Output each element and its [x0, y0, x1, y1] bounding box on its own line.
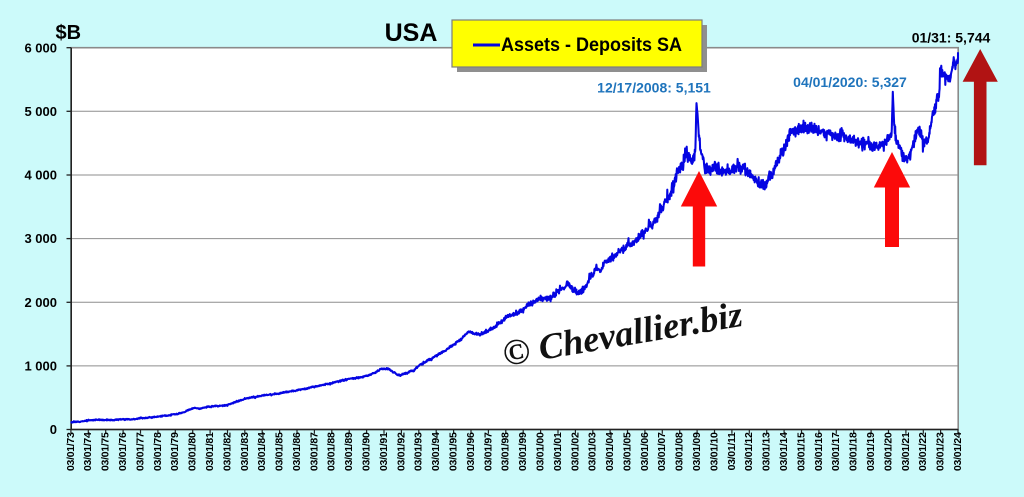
- svg-text:03/01/17: 03/01/17: [830, 432, 842, 471]
- svg-text:03/01/00: 03/01/00: [535, 432, 547, 471]
- svg-text:03/01/81: 03/01/81: [204, 432, 216, 471]
- svg-text:03/01/94: 03/01/94: [430, 432, 442, 471]
- svg-text:03/01/73: 03/01/73: [65, 432, 77, 471]
- svg-text:03/01/20: 03/01/20: [882, 432, 894, 471]
- svg-text:03/01/12: 03/01/12: [743, 432, 755, 471]
- svg-text:03/01/08: 03/01/08: [674, 432, 686, 471]
- svg-text:03/01/99: 03/01/99: [517, 432, 529, 471]
- svg-text:03/01/21: 03/01/21: [900, 432, 912, 471]
- svg-text:03/01/13: 03/01/13: [761, 432, 773, 471]
- svg-text:03/01/24: 03/01/24: [952, 432, 964, 471]
- svg-text:03/01/14: 03/01/14: [778, 432, 790, 471]
- svg-text:03/01/85: 03/01/85: [274, 432, 286, 471]
- svg-text:03/01/74: 03/01/74: [82, 432, 94, 471]
- svg-text:03/01/88: 03/01/88: [326, 432, 338, 471]
- svg-text:03/01/82: 03/01/82: [221, 432, 233, 471]
- svg-text:USA: USA: [385, 19, 438, 47]
- svg-text:2 000: 2 000: [24, 295, 57, 310]
- svg-text:03/01/18: 03/01/18: [848, 432, 860, 471]
- svg-text:03/01/10: 03/01/10: [708, 432, 720, 471]
- svg-text:03/01/95: 03/01/95: [448, 432, 460, 471]
- svg-text:1 000: 1 000: [24, 359, 57, 374]
- svg-text:6 000: 6 000: [24, 40, 57, 55]
- svg-text:03/01/98: 03/01/98: [500, 432, 512, 471]
- svg-text:03/01/02: 03/01/02: [569, 432, 581, 471]
- svg-text:03/01/78: 03/01/78: [152, 432, 164, 471]
- svg-text:03/01/03: 03/01/03: [587, 432, 599, 471]
- svg-text:03/01/11: 03/01/11: [726, 432, 738, 470]
- svg-text:03/01/90: 03/01/90: [361, 432, 373, 471]
- svg-text:03/01/97: 03/01/97: [482, 432, 494, 471]
- svg-text:03/01/76: 03/01/76: [117, 432, 129, 471]
- svg-text:03/01/09: 03/01/09: [691, 432, 703, 471]
- svg-text:01/31: 5,744: 01/31: 5,744: [912, 30, 991, 46]
- svg-text:03/01/01: 03/01/01: [552, 432, 564, 471]
- svg-text:03/01/92: 03/01/92: [395, 432, 407, 471]
- svg-text:03/01/23: 03/01/23: [935, 432, 947, 471]
- svg-text:04/01/2020: 5,327: 04/01/2020: 5,327: [793, 74, 907, 90]
- svg-text:5 000: 5 000: [24, 104, 57, 119]
- svg-text:03/01/15: 03/01/15: [795, 432, 807, 471]
- svg-text:03/01/75: 03/01/75: [100, 432, 112, 471]
- svg-text:3 000: 3 000: [24, 231, 57, 246]
- svg-text:03/01/84: 03/01/84: [256, 432, 268, 471]
- svg-text:03/01/04: 03/01/04: [604, 432, 616, 471]
- svg-text:03/01/80: 03/01/80: [187, 432, 199, 471]
- svg-text:03/01/05: 03/01/05: [621, 432, 633, 471]
- svg-text:Assets - Deposits SA: Assets - Deposits SA: [501, 35, 682, 56]
- svg-text:03/01/16: 03/01/16: [813, 432, 825, 471]
- svg-text:0: 0: [50, 422, 57, 437]
- svg-text:03/01/89: 03/01/89: [343, 432, 355, 471]
- svg-text:03/01/93: 03/01/93: [413, 432, 425, 471]
- svg-text:03/01/83: 03/01/83: [239, 432, 251, 471]
- svg-text:03/01/91: 03/01/91: [378, 432, 390, 471]
- svg-text:03/01/22: 03/01/22: [917, 432, 929, 471]
- svg-text:03/01/19: 03/01/19: [865, 432, 877, 471]
- svg-text:03/01/87: 03/01/87: [308, 432, 320, 471]
- svg-text:03/01/06: 03/01/06: [639, 432, 651, 471]
- svg-text:03/01/96: 03/01/96: [465, 432, 477, 471]
- svg-text:03/01/79: 03/01/79: [169, 432, 181, 471]
- svg-text:03/01/07: 03/01/07: [656, 432, 668, 471]
- svg-text:03/01/86: 03/01/86: [291, 432, 303, 471]
- svg-text:03/01/77: 03/01/77: [134, 432, 146, 471]
- svg-text:12/17/2008: 5,151: 12/17/2008: 5,151: [597, 79, 711, 95]
- svg-text:$B: $B: [56, 22, 82, 44]
- svg-text:4 000: 4 000: [24, 168, 57, 183]
